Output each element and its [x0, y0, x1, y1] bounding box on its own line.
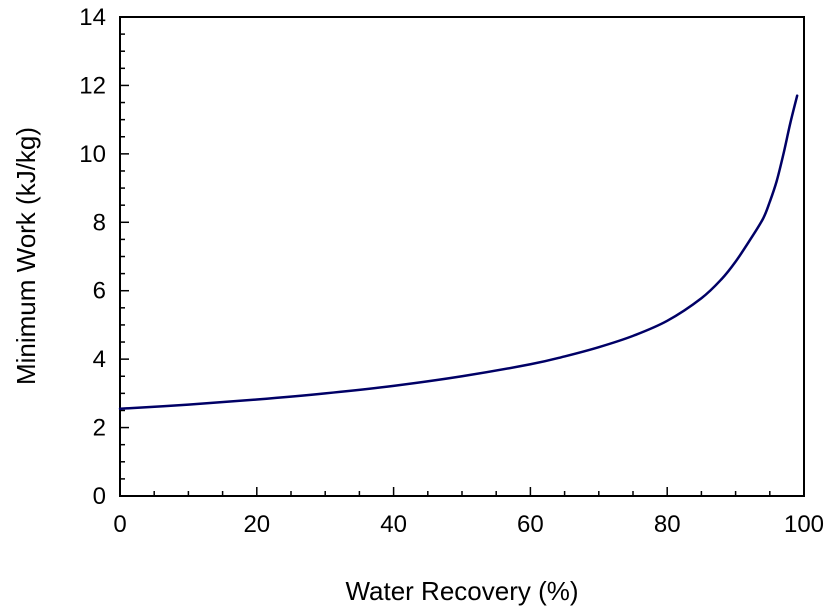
x-tick-label: 100	[784, 511, 824, 538]
plot-frame	[119, 16, 805, 497]
y-axis-title: Minimum Work (kJ/kg)	[11, 127, 41, 385]
y-tick-label: 8	[93, 209, 106, 236]
y-tick-label: 4	[93, 346, 106, 373]
y-tick-label: 10	[79, 141, 106, 168]
x-tick-label: 40	[380, 511, 407, 538]
y-tick-label: 12	[79, 72, 106, 99]
x-ticks: 0 20 40 60 80 100	[113, 487, 824, 538]
series-layer	[118, 94, 799, 410]
x-tick-label: 60	[517, 511, 544, 538]
x-tick-label: 80	[654, 511, 681, 538]
y-tick-label: 0	[93, 483, 106, 510]
y-tick-label: 6	[93, 278, 106, 305]
x-tick-label: 0	[113, 511, 126, 538]
x-tick-label: 20	[243, 511, 270, 538]
y-tick-label: 2	[93, 415, 106, 442]
y-tick-label: 14	[79, 4, 106, 31]
series-line-0	[118, 94, 799, 410]
x-axis-title: Water Recovery (%)	[345, 576, 578, 606]
y-ticks: 0 2 4 6 8 10 12 14	[79, 4, 129, 510]
